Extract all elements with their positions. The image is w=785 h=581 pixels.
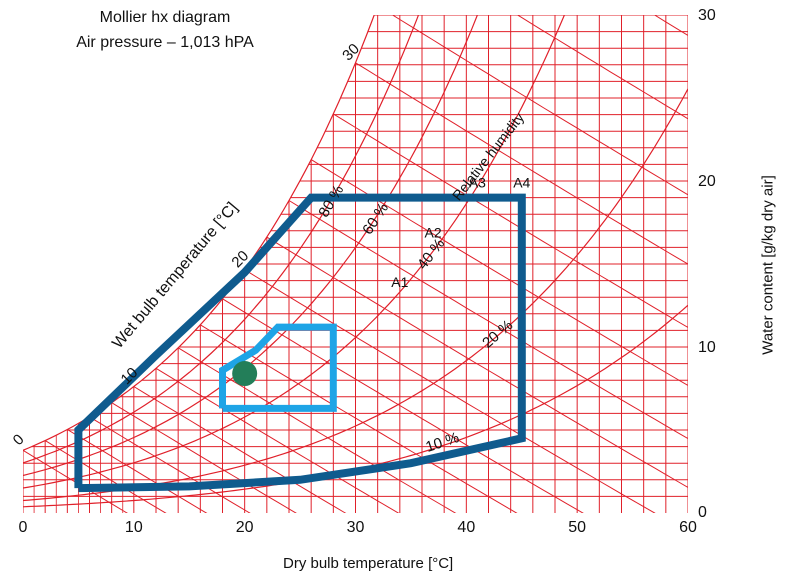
wetbulb-line	[133, 386, 347, 513]
zone-outline-1	[74, 193, 526, 493]
wetbulb-line	[391, 15, 688, 196]
operating-point	[232, 361, 258, 387]
wetbulb-line	[222, 298, 584, 513]
chart-title: Mollier hx diagram	[99, 9, 231, 26]
wetbulb-line	[653, 15, 688, 36]
y-tick-label: 10	[698, 339, 716, 356]
wetbulb-label: 0	[10, 431, 28, 449]
wetbulb-line	[200, 324, 518, 513]
y-tick-label: 0	[698, 504, 707, 521]
y-tick-label: 20	[698, 173, 716, 190]
x-tick-label: 10	[125, 519, 143, 536]
wetbulb-label: 30	[339, 40, 363, 64]
wetbulb-line	[89, 416, 251, 513]
x-tick-label: 30	[347, 519, 365, 536]
x-tick-label: 0	[19, 519, 28, 536]
zone-label: A2	[425, 224, 442, 240]
wetbulb-axis-label: Wet bulb temperature [°C]	[109, 199, 241, 352]
x-axis-label: Dry bulb temperature [°C]	[283, 555, 454, 572]
chart-grid	[23, 15, 688, 513]
rh-label: 40 %	[414, 235, 448, 272]
zone-label: A3	[469, 175, 486, 191]
x-tick-label: 60	[679, 519, 697, 536]
wetbulb-line	[266, 236, 688, 488]
wetbulb-line	[67, 429, 208, 513]
y-axis-label: Water content [g/kg dry air]	[759, 175, 777, 355]
chart-subtitle: Air pressure – 1,013 hPA	[76, 34, 254, 51]
wetbulb-line	[355, 62, 688, 265]
zone-label: A4	[513, 175, 530, 191]
rh-curve	[23, 15, 566, 489]
x-tick-label: 40	[457, 519, 475, 536]
x-tick-label: 50	[568, 519, 586, 536]
wetbulb-line	[244, 269, 656, 513]
rh-curve	[23, 15, 420, 464]
wetbulb-line	[155, 367, 400, 513]
zone-outline-2	[219, 323, 337, 412]
wetbulb-line	[288, 200, 688, 440]
wetbulb-line	[111, 402, 297, 513]
x-tick-label: 20	[236, 519, 254, 536]
grid-clip	[23, 15, 688, 513]
zone-label: A1	[391, 274, 408, 290]
rh-curve	[23, 15, 479, 477]
y-tick-label: 30	[698, 7, 716, 24]
chart-series	[74, 193, 526, 493]
